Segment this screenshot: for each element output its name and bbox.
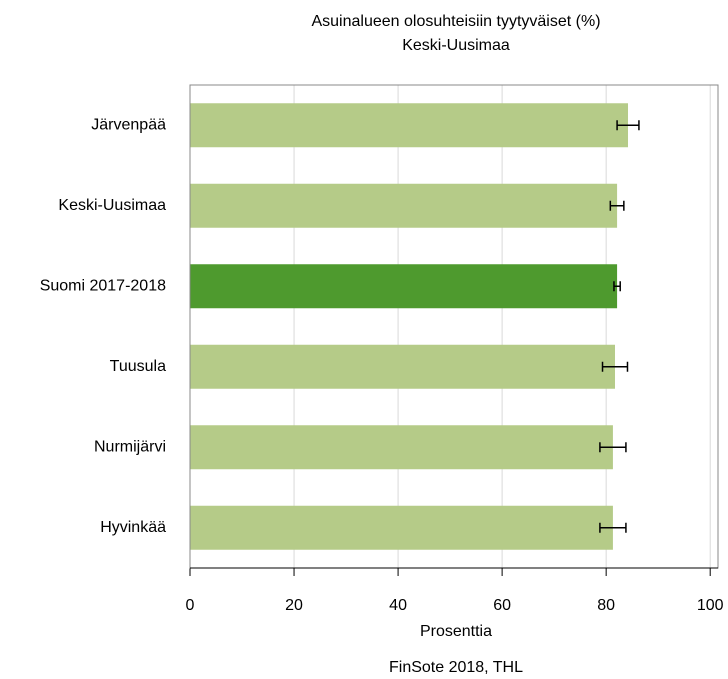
chart-title: Asuinalueen olosuhteisiin tyytyväiset (%… — [311, 13, 600, 30]
bar — [190, 183, 618, 228]
y-tick-label: Suomi 2017-2018 — [40, 277, 166, 294]
x-tick-label: 40 — [389, 597, 407, 614]
bar — [190, 103, 629, 148]
bar — [190, 264, 618, 309]
bar — [190, 425, 613, 470]
bar — [190, 344, 616, 389]
y-tick-label: Hyvinkää — [100, 519, 166, 536]
x-tick-label: 60 — [493, 597, 511, 614]
x-tick-label: 100 — [697, 597, 724, 614]
chart-subtitle: Keski-Uusimaa — [402, 37, 510, 54]
y-tick-label: Keski-Uusimaa — [58, 197, 166, 214]
bar — [190, 505, 613, 550]
x-tick-label: 20 — [285, 597, 303, 614]
x-tick-label: 0 — [186, 597, 195, 614]
y-tick-label: Tuusula — [110, 358, 166, 375]
plot-frame — [189, 84, 719, 569]
x-axis-label: Prosenttia — [420, 623, 492, 640]
x-tick-label: 80 — [597, 597, 615, 614]
y-tick-label: Järvenpää — [91, 116, 166, 133]
source: FinSote 2018, THL — [389, 659, 523, 676]
y-tick-label: Nurmijärvi — [94, 438, 166, 455]
